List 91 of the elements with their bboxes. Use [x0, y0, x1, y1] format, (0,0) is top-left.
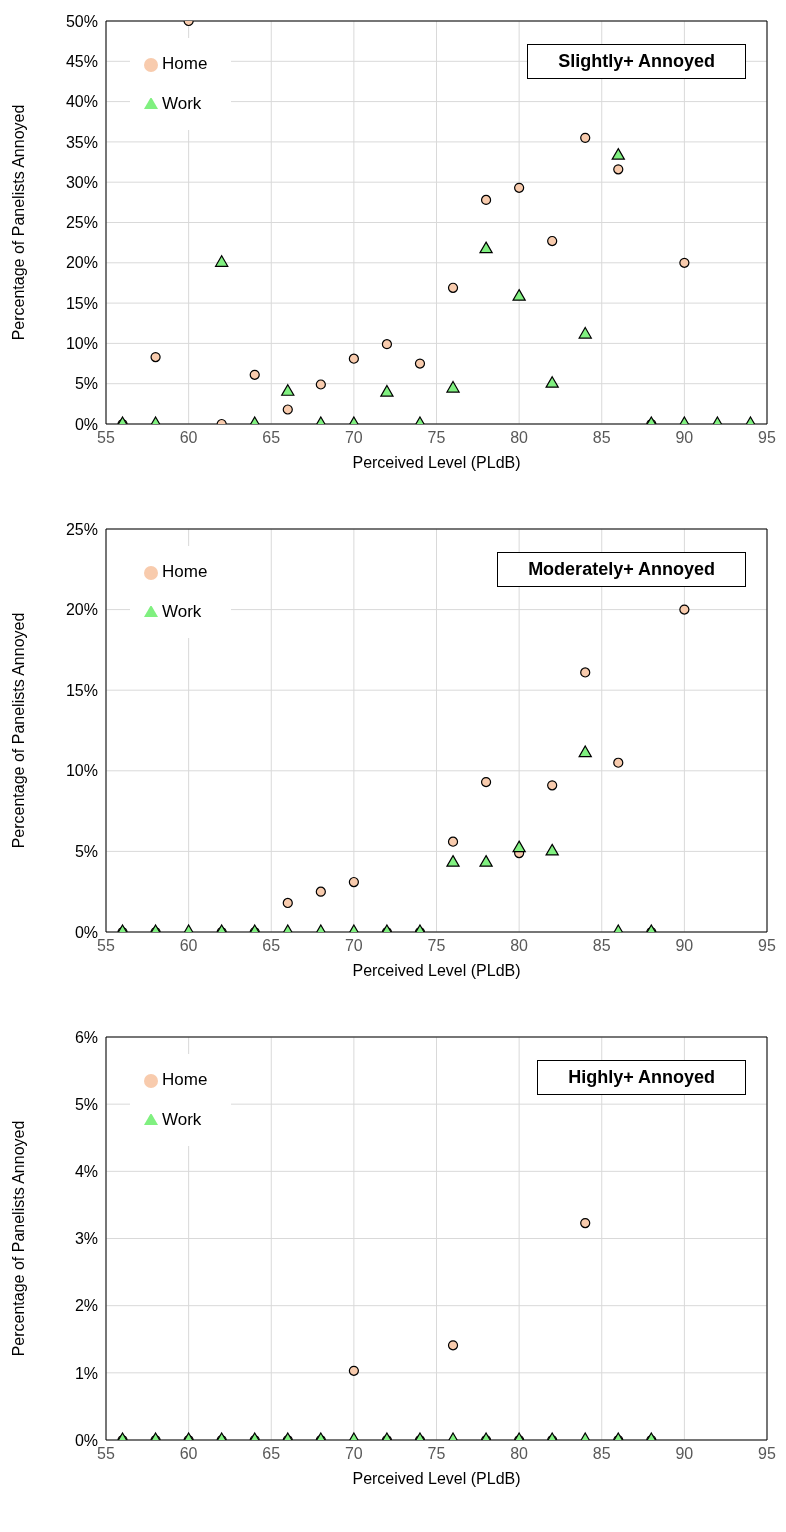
title-frame: Moderately+ Annoyed	[497, 552, 746, 587]
point	[580, 132, 591, 143]
point	[545, 376, 559, 388]
y-tick-label: 5%	[74, 1095, 98, 1113]
x-tick-label: 80	[510, 429, 529, 447]
y-tick-label: 15%	[65, 294, 98, 312]
x-tick-label: 75	[427, 937, 446, 955]
point	[380, 384, 394, 397]
x-tick-label: 85	[592, 937, 611, 955]
x-tick-label: 70	[344, 1445, 363, 1463]
y-tick-label: 1%	[74, 1364, 98, 1382]
x-tick-label: 55	[97, 1445, 115, 1463]
point	[479, 241, 493, 254]
point	[512, 840, 526, 853]
point	[447, 836, 459, 847]
point	[446, 380, 460, 393]
point	[613, 164, 624, 175]
x-tick-label: 60	[179, 429, 198, 447]
legend-label: Home	[162, 562, 208, 581]
x-tick-label: 70	[344, 429, 363, 447]
point	[613, 757, 624, 768]
point	[545, 843, 559, 856]
point	[215, 255, 229, 267]
x-axis-title: Perceived Level (PLdB)	[352, 962, 521, 979]
point	[547, 235, 558, 247]
point	[578, 326, 592, 339]
point	[480, 194, 492, 206]
point	[512, 289, 526, 301]
y-axis-title: Percentage of Panelists Annoyed	[9, 1120, 27, 1357]
y-axis-title: Percentage of Panelists Annoyed	[9, 612, 27, 849]
x-tick-label: 80	[510, 1445, 529, 1463]
title-frame: Highly+ Annoyed	[537, 1060, 746, 1095]
title-frame: Slightly+ Annoyed	[527, 44, 746, 79]
legend-label: Home	[162, 1070, 208, 1089]
y-tick-label: 15%	[65, 681, 98, 699]
point	[281, 384, 295, 396]
x-tick-label: 85	[592, 429, 611, 447]
y-tick-label: 0%	[74, 415, 98, 433]
point	[514, 182, 525, 193]
legend-label: Home	[162, 54, 208, 73]
y-tick-label: 3%	[74, 1230, 98, 1248]
point	[679, 257, 690, 268]
y-tick-label: 5%	[74, 375, 98, 393]
y-tick-label: 20%	[65, 254, 98, 272]
y-tick-label: 40%	[65, 93, 98, 111]
y-tick-label: 0%	[74, 923, 98, 941]
point	[479, 855, 493, 867]
x-tick-label: 75	[427, 429, 446, 447]
x-tick-label: 65	[262, 937, 281, 955]
x-tick-label: 90	[675, 429, 694, 447]
y-tick-label: 35%	[65, 133, 98, 151]
x-axis-title: Perceived Level (PLdB)	[352, 1470, 521, 1487]
point	[480, 776, 492, 788]
point	[547, 780, 558, 791]
legend-label: Work	[162, 94, 202, 113]
x-axis-title: Perceived Level (PLdB)	[352, 454, 521, 471]
x-tick-label: 70	[344, 937, 363, 955]
x-tick-label: 65	[262, 429, 281, 447]
x-tick-label: 95	[758, 937, 776, 955]
x-tick-label: 90	[675, 1445, 694, 1463]
y-tick-label: 10%	[65, 762, 98, 780]
y-tick-label: 25%	[65, 214, 98, 232]
legend-label: Work	[162, 1110, 202, 1129]
y-tick-label: 50%	[65, 12, 98, 30]
point	[578, 745, 592, 758]
y-tick-label: 0%	[74, 1431, 98, 1449]
x-tick-label: 90	[675, 937, 694, 955]
x-tick-label: 60	[179, 937, 198, 955]
point	[446, 855, 460, 867]
y-tick-label: 45%	[65, 52, 98, 70]
y-tick-label: 25%	[65, 520, 98, 538]
x-tick-label: 85	[592, 1445, 611, 1463]
x-tick-label: 95	[758, 1445, 776, 1463]
y-tick-label: 6%	[74, 1028, 98, 1046]
y-tick-label: 20%	[65, 601, 98, 619]
x-tick-label: 80	[510, 937, 529, 955]
x-tick-label: 55	[97, 937, 115, 955]
x-tick-label: 60	[179, 1445, 198, 1463]
y-tick-label: 4%	[74, 1163, 98, 1181]
y-tick-label: 30%	[65, 173, 98, 191]
y-tick-label: 5%	[74, 843, 98, 861]
x-tick-label: 65	[262, 1445, 281, 1463]
x-tick-label: 95	[758, 429, 776, 447]
x-tick-label: 55	[97, 429, 115, 447]
y-tick-label: 10%	[65, 335, 98, 353]
point	[447, 282, 459, 293]
y-tick-label: 2%	[74, 1297, 98, 1315]
legend-label: Work	[162, 602, 202, 621]
point	[580, 667, 591, 678]
y-axis-title: Percentage of Panelists Annoyed	[9, 104, 27, 341]
x-tick-label: 75	[427, 1445, 446, 1463]
